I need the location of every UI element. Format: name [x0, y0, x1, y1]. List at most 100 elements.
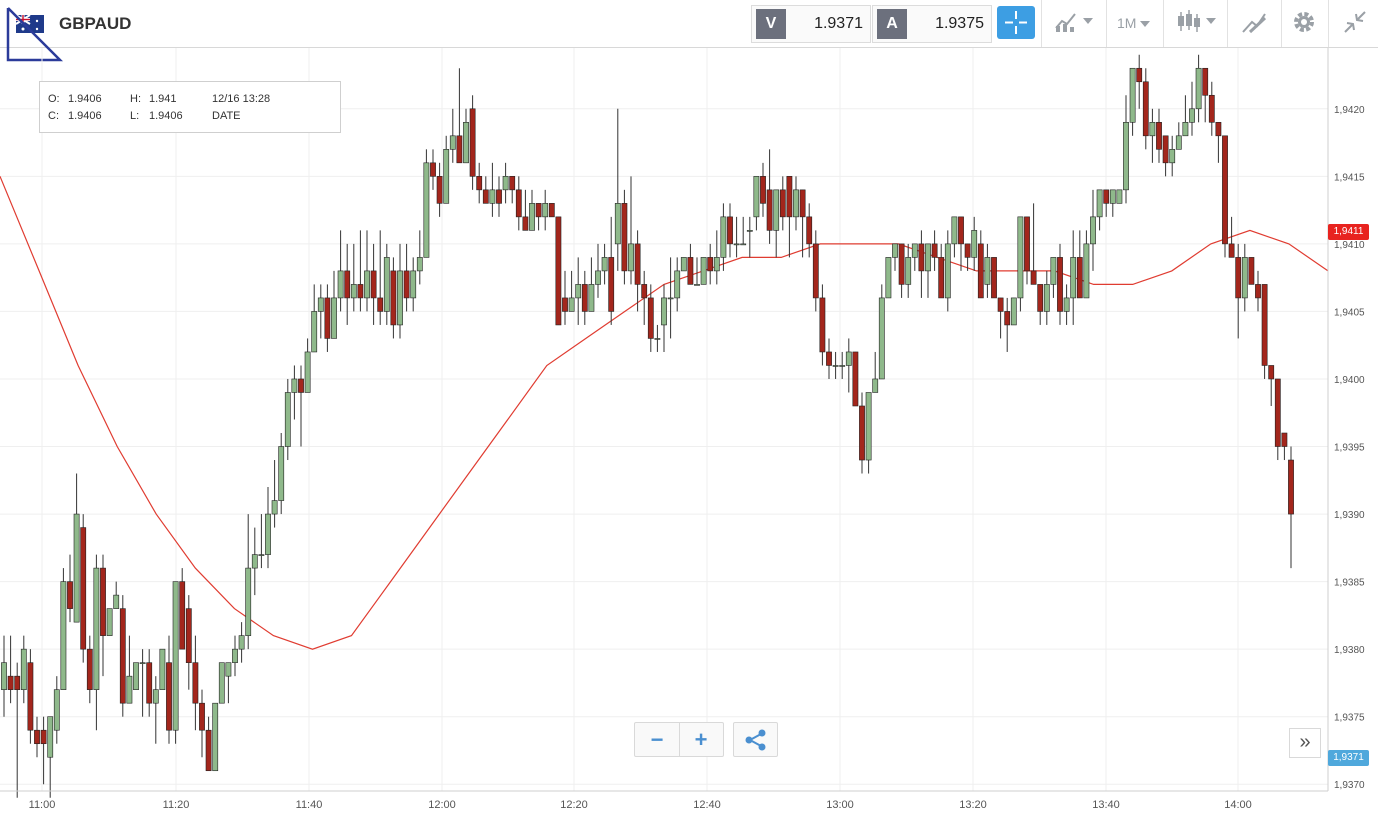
candle-body: [839, 365, 846, 367]
candle-body: [370, 270, 377, 299]
candle: [1043, 270, 1050, 325]
candle-body: [1024, 216, 1030, 272]
candle-body: [199, 702, 205, 731]
candle-body: [67, 581, 73, 609]
candle: [1182, 95, 1189, 137]
candle-body: [1037, 284, 1044, 312]
zoom-out-button[interactable]: −: [635, 723, 680, 756]
settings-button[interactable]: [1290, 8, 1318, 38]
candle-body: [1288, 459, 1294, 515]
zoom-in-button[interactable]: +: [694, 727, 708, 752]
candle-body: [251, 554, 258, 569]
candle: [463, 108, 469, 164]
symbol-title[interactable]: GBPAUD: [59, 14, 132, 33]
candle: [60, 568, 67, 690]
candle: [166, 635, 172, 744]
scroll-forward-button[interactable]: »: [1289, 728, 1321, 758]
candle: [1129, 67, 1136, 136]
candle-body: [522, 216, 529, 231]
candle-body: [865, 392, 872, 461]
candle: [760, 162, 766, 217]
candle-body: [476, 176, 483, 191]
candle: [232, 635, 238, 677]
candle-body: [284, 392, 291, 447]
candle: [1004, 297, 1011, 352]
candle-body: [1076, 257, 1083, 299]
candle-body: [1182, 122, 1189, 137]
candle-body: [218, 662, 225, 704]
candle: [958, 216, 964, 271]
candle: [383, 243, 390, 325]
candle-body: [779, 189, 786, 218]
candle: [390, 257, 397, 339]
gb-au-flag-icon: [16, 15, 44, 33]
candle: [647, 284, 654, 352]
candle: [476, 162, 483, 204]
candle-body: [977, 243, 984, 299]
indicators-icon: [1055, 13, 1076, 32]
candle: [581, 270, 588, 325]
candle-body: [304, 351, 311, 393]
candle-body: [700, 257, 707, 285]
candle-body: [383, 257, 390, 312]
candle-body: [555, 216, 562, 326]
candle-body: [185, 608, 192, 663]
candle-body: [232, 648, 238, 663]
candle-body: [1083, 243, 1090, 299]
candle: [680, 257, 687, 272]
candle: [1116, 189, 1123, 204]
candle: [212, 702, 219, 772]
candle: [443, 135, 450, 204]
price-chart[interactable]: 1,9370 1,9375 1,9380 1,9385 1,9390 1,9395 1,94…: [0, 48, 1378, 820]
candle: [139, 649, 146, 717]
candle: [522, 189, 529, 231]
candle: [1142, 68, 1149, 150]
sell-price-box[interactable]: V 1.9371: [751, 5, 871, 43]
candle: [416, 230, 423, 285]
candle-body: [991, 257, 997, 299]
indicators-button[interactable]: [1053, 8, 1101, 38]
candle: [1010, 297, 1017, 326]
timeframe-selector[interactable]: 1M: [1117, 8, 1157, 38]
candle-body: [628, 243, 634, 272]
candle: [898, 243, 905, 298]
candle-body: [1070, 257, 1077, 299]
candle-body: [159, 648, 166, 690]
candle: [14, 662, 21, 798]
candle-body: [1248, 257, 1255, 285]
candle: [7, 635, 14, 704]
candle-body: [1043, 284, 1050, 312]
candle-body: [766, 189, 773, 231]
candle: [852, 351, 859, 407]
candle-body: [958, 216, 964, 245]
candle: [1070, 230, 1077, 325]
candle: [370, 243, 377, 325]
candle-body: [997, 297, 1004, 312]
close-label: C:: [48, 110, 59, 122]
share-button[interactable]: [733, 722, 778, 757]
candle-body: [535, 203, 542, 218]
candle-body: [878, 297, 885, 380]
candle-body: [436, 176, 443, 204]
candle-body: [1228, 243, 1235, 258]
gear-icon: [1294, 12, 1314, 32]
buy-price-box[interactable]: A 1.9375: [872, 5, 992, 43]
drawing-tools-button[interactable]: [1240, 8, 1268, 38]
crosshair-button[interactable]: [997, 6, 1035, 39]
candle-body: [812, 243, 819, 299]
candle: [951, 216, 958, 258]
candle-body: [80, 527, 87, 650]
candle: [964, 243, 971, 271]
candle-body: [291, 378, 298, 393]
candle-body: [350, 284, 357, 299]
candle: [496, 176, 502, 217]
candle: [192, 635, 199, 731]
candle-body: [205, 729, 212, 772]
chart-type-button[interactable]: [1176, 8, 1220, 38]
candle: [106, 608, 113, 636]
candle: [1090, 189, 1096, 271]
candle: [67, 554, 73, 623]
candle-body: [331, 297, 337, 339]
collapse-button[interactable]: [1342, 8, 1368, 38]
candle: [1255, 270, 1261, 312]
